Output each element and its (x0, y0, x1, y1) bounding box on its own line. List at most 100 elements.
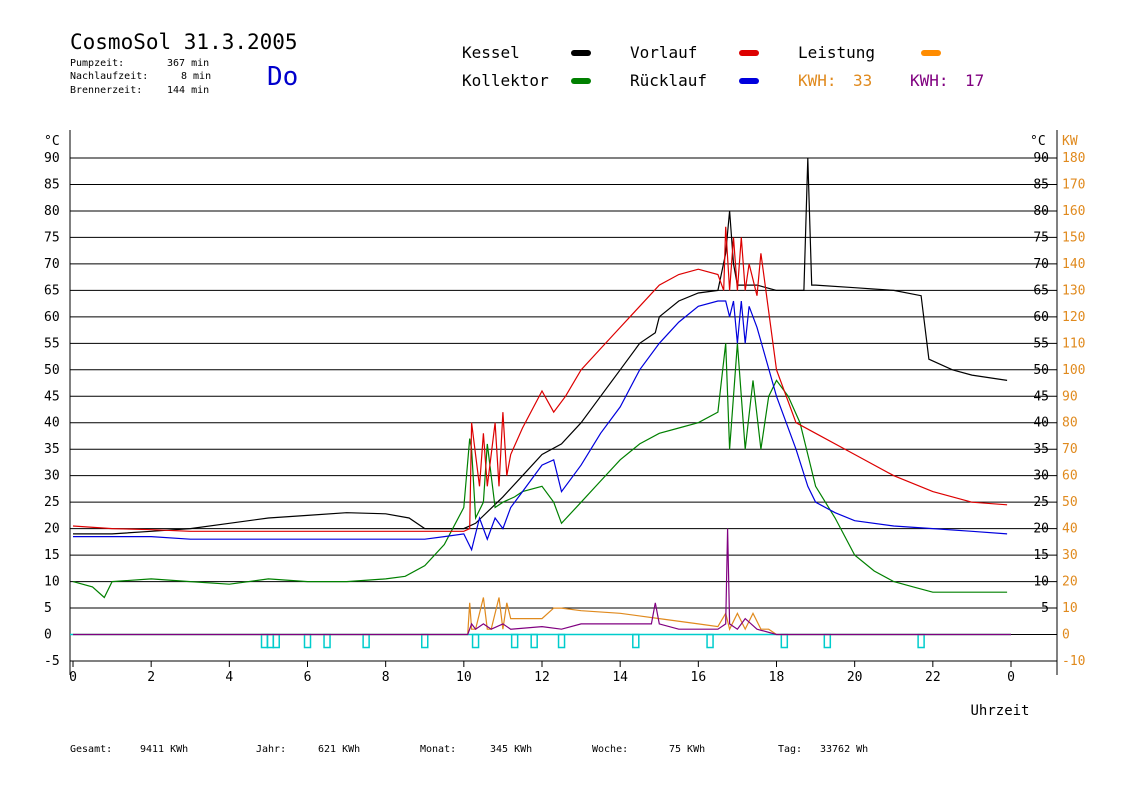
y-tick-label: 30 (44, 469, 60, 484)
y-axis-unit-right-c: °C (1030, 134, 1046, 149)
y-tick-label-right-kw: 150 (1062, 230, 1085, 245)
y-tick-label-right-kw: 100 (1062, 363, 1085, 378)
y-tick-label-right-c: 45 (1033, 389, 1049, 404)
brennerzeit-label: Brennerzeit: (70, 85, 143, 96)
legend-ruecklauf-label: Rücklauf (630, 71, 708, 90)
x-tick-label: 0 (69, 670, 77, 685)
kwh-orange-value: 33 (853, 71, 873, 90)
jahr-label: Jahr: (256, 744, 287, 755)
y-tick-label-right-kw: 80 (1062, 416, 1078, 431)
y-axis-unit-right-kw: KW (1062, 134, 1078, 149)
y-tick-label: 25 (44, 495, 60, 510)
kwh-purple-value: 17 (965, 71, 985, 90)
y-tick-label-right-kw: 160 (1062, 204, 1085, 219)
legend-vorlauf-label: Vorlauf (630, 43, 698, 62)
y-tick-label-right-kw: 70 (1062, 442, 1078, 457)
series-line-leistung (73, 597, 1011, 636)
jahr-value: 621 KWh (318, 744, 361, 755)
brenner-mark (260, 633, 269, 649)
y-tick-label-right-c: 30 (1033, 469, 1049, 484)
weekday-label: Do (267, 62, 299, 92)
x-tick-label: 18 (769, 670, 785, 685)
series-line-kollektor (72, 343, 1008, 599)
series-line-kessel (73, 157, 1008, 535)
brenner-mark (823, 633, 832, 649)
y-tick-label-right-c: 75 (1033, 230, 1049, 245)
legend-ruecklauf-swatch (739, 78, 759, 84)
tag-value: 33762 Wh (820, 744, 869, 755)
legend-kollektor-swatch (571, 78, 591, 84)
y-tick-label: 65 (44, 283, 60, 298)
brenner-mark (272, 633, 280, 649)
y-tick-label-right-c: 55 (1033, 336, 1049, 351)
y-tick-label: 90 (44, 151, 60, 166)
legend-leistung-swatch (921, 50, 941, 56)
y-tick-label-right-kw: 170 (1062, 177, 1085, 192)
series-line-kwhpurple (73, 528, 1011, 636)
brenner-mark (557, 633, 566, 649)
brenner-mark (632, 633, 640, 649)
woche-value: 75 KWh (669, 744, 706, 755)
y-tick-label: 55 (44, 336, 60, 351)
pumpzeit-label: Pumpzeit: (70, 58, 125, 69)
brenner-mark (266, 633, 275, 649)
brenner-mark (303, 633, 312, 649)
y-tick-label-right-kw: -10 (1062, 654, 1085, 669)
y-tick-label-right-c: 80 (1033, 204, 1049, 219)
x-tick-label: 10 (456, 670, 472, 685)
brenner-mark (471, 633, 480, 649)
series-line-vorlauf (72, 226, 1008, 532)
y-tick-label-right-kw: 90 (1062, 389, 1078, 404)
brenner-mark (917, 633, 925, 649)
x-tick-label: 2 (147, 670, 155, 685)
brennerzeit-value: 144 min (167, 85, 210, 96)
legend-kessel-label: Kessel (462, 43, 520, 62)
brenner-mark (706, 633, 714, 649)
y-tick-label-right-c: 35 (1033, 442, 1049, 457)
x-tick-label: 22 (925, 670, 941, 685)
x-tick-label: 0 (1007, 670, 1015, 685)
woche-label: Woche: (592, 744, 629, 755)
y-tick-label-right-kw: 120 (1062, 310, 1085, 325)
y-tick-label: 75 (44, 230, 60, 245)
y-tick-label-right-c: 15 (1033, 548, 1049, 563)
y-tick-label-right-kw: 140 (1062, 257, 1085, 272)
x-tick-label: 16 (691, 670, 707, 685)
legend-leistung-label: Leistung (798, 43, 876, 62)
y-tick-label: 50 (44, 363, 60, 378)
brenner-mark (530, 633, 538, 649)
y-tick-label-right-c: 25 (1033, 495, 1049, 510)
y-tick-label-right-c: 10 (1033, 575, 1049, 590)
y-axis-unit-left: °C (44, 134, 60, 149)
y-tick-label: 20 (44, 522, 60, 537)
gesamt-label: Gesamt: (70, 744, 113, 755)
y-tick-label: 5 (44, 601, 52, 616)
y-tick-label-right-c: 60 (1033, 310, 1049, 325)
series-line-rcklauf (73, 300, 1008, 552)
y-tick-label-right-c: 40 (1033, 416, 1049, 431)
tag-label: Tag: (778, 744, 803, 755)
y-tick-label: 10 (44, 575, 60, 590)
y-tick-label: 0 (44, 628, 52, 643)
y-tick-label: 15 (44, 548, 60, 563)
y-tick-label-right-c: 5 (1041, 601, 1049, 616)
nachlaufzeit-label: Nachlaufzeit: (70, 71, 149, 82)
monat-value: 345 KWh (490, 744, 533, 755)
x-axis-label: Uhrzeit (970, 703, 1029, 719)
x-tick-label: 6 (304, 670, 312, 685)
brenner-mark (780, 633, 789, 649)
y-tick-label-right-c: 65 (1033, 283, 1049, 298)
y-tick-label-right-kw: 10 (1062, 601, 1078, 616)
y-tick-label-right-kw: 40 (1062, 522, 1078, 537)
y-tick-label: 60 (44, 310, 60, 325)
brenner-mark (362, 633, 370, 649)
y-tick-label-right-c: 70 (1033, 257, 1049, 272)
x-tick-label: 8 (382, 670, 390, 685)
x-tick-label: 20 (847, 670, 863, 685)
y-tick-label-right-kw: 180 (1062, 151, 1085, 166)
y-tick-label-right-c: 85 (1033, 177, 1049, 192)
y-tick-label-right-kw: 0 (1062, 628, 1070, 643)
y-tick-label-right-kw: 130 (1062, 283, 1085, 298)
y-tick-label-right-c: 50 (1033, 363, 1049, 378)
